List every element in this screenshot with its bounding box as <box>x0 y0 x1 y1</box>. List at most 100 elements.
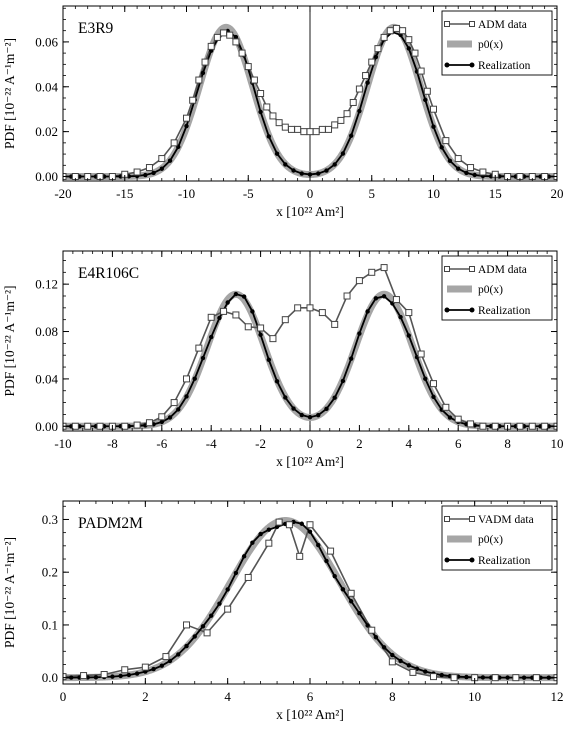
data-point <box>84 422 92 430</box>
realization-point <box>241 294 247 299</box>
data-point <box>491 422 499 430</box>
realization-point <box>324 406 329 412</box>
realization-point <box>406 46 411 51</box>
data-point <box>281 316 289 324</box>
realization-point <box>176 652 181 657</box>
realization-point <box>258 332 263 337</box>
realization-point <box>307 529 313 534</box>
y-tick-label: 0.0 <box>42 670 58 685</box>
realization-point <box>126 672 132 678</box>
data-point <box>201 58 209 66</box>
data-point <box>541 422 549 430</box>
realization-point <box>357 108 362 114</box>
realization-point <box>250 309 255 314</box>
x-tick-label: -4 <box>206 436 217 451</box>
realization-point <box>176 407 181 412</box>
realization-point <box>209 334 214 340</box>
data-point <box>162 653 170 661</box>
realization-point <box>348 133 354 138</box>
data-point <box>170 139 178 147</box>
data-point <box>512 674 520 682</box>
data-point <box>347 589 355 597</box>
realization-point <box>324 558 329 564</box>
data-point <box>306 128 314 136</box>
realization-point <box>200 70 206 76</box>
data-point <box>141 663 149 671</box>
realization-point <box>431 394 436 400</box>
realization-point <box>357 611 362 616</box>
y-axis-label: PDF [10⁻²² A⁻¹m⁻²] <box>2 38 17 149</box>
realization-point <box>217 601 222 606</box>
data-point <box>158 155 166 163</box>
realization-point <box>274 151 280 156</box>
data-point <box>528 422 536 430</box>
panel-e3r9: -20 -15 -10 -5 0 5 10 15 20 0.00 0.02 0.04 0.06 E3R9 x… <box>2 5 564 219</box>
realization-point <box>348 356 354 361</box>
realization-point <box>348 599 354 604</box>
data-point <box>263 103 271 111</box>
realization-point <box>365 623 370 628</box>
realization-point <box>439 672 444 678</box>
data-point <box>63 673 67 681</box>
data-point <box>491 674 499 682</box>
realization-point <box>159 419 164 425</box>
plot-area <box>63 23 557 181</box>
panel-e4r106c: -10 -8 -6 -4 -2 0 2 4 6 8 10 0.00 0.04 0.08 0.12 E4R106… <box>2 250 564 469</box>
data-point <box>312 128 320 136</box>
x-tick-label: 8 <box>389 689 396 704</box>
realization-point <box>357 331 362 336</box>
panel-title: E3R9 <box>78 20 114 37</box>
data-point <box>269 112 277 120</box>
legend-swatch-data <box>469 266 475 272</box>
x-ticks: 0 2 4 6 8 10 12 <box>60 501 564 704</box>
data-point <box>285 521 293 529</box>
panel-title: E4R106C <box>78 265 139 282</box>
data-point <box>244 573 252 581</box>
realization-point <box>307 172 313 177</box>
data-point <box>158 413 166 421</box>
data-point <box>343 292 351 300</box>
realization-point <box>299 521 304 526</box>
x-tick-label: 6 <box>455 436 462 451</box>
legend-label: ADM data <box>478 264 527 276</box>
data-point <box>294 304 302 312</box>
legend-swatch-data <box>444 21 450 27</box>
data-point <box>442 403 450 411</box>
data-point <box>467 420 475 428</box>
realization-point <box>143 172 148 178</box>
legend-label: Realization <box>478 555 531 567</box>
data-point <box>362 72 370 80</box>
data-point <box>100 671 108 679</box>
realization-point <box>192 634 197 639</box>
realization-point <box>274 524 280 530</box>
realization-point <box>291 168 296 173</box>
data-point <box>226 31 234 39</box>
x-tick-label: -15 <box>116 186 133 201</box>
panel-title: PADM2M <box>78 515 143 532</box>
legend-label: VADM data <box>478 514 534 526</box>
realization-point <box>192 376 197 381</box>
realization-point <box>134 671 140 676</box>
realization-point <box>406 333 411 338</box>
y-tick-label: 0.12 <box>35 277 58 292</box>
data-point <box>450 674 458 682</box>
y-tick-label: 0.04 <box>35 371 58 386</box>
realization-point <box>431 124 436 129</box>
data-point <box>71 422 79 430</box>
y-tick-label: 0.04 <box>35 79 58 94</box>
realization-point <box>365 80 370 85</box>
legend-swatch-realization <box>469 307 475 313</box>
x-tick-label: -20 <box>54 186 71 201</box>
x-axis-label: x [10²² Am²] <box>276 454 344 469</box>
realization-point <box>266 134 272 139</box>
realization-point <box>283 395 288 400</box>
x-tick-label: -10 <box>178 186 195 201</box>
data-point <box>318 125 326 133</box>
realization-point <box>464 170 469 176</box>
realization-point <box>209 613 214 618</box>
realization-point <box>332 162 337 167</box>
data-point <box>80 672 88 680</box>
data-point <box>405 309 413 317</box>
realization-point <box>472 172 477 178</box>
data-point <box>244 323 252 331</box>
